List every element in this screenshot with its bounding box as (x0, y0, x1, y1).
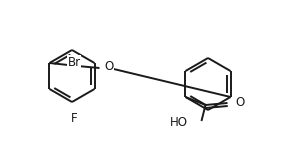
Text: O: O (104, 60, 114, 74)
Text: Br: Br (68, 55, 80, 69)
Text: HO: HO (169, 116, 188, 130)
Text: O: O (236, 97, 245, 109)
Text: F: F (71, 112, 77, 125)
